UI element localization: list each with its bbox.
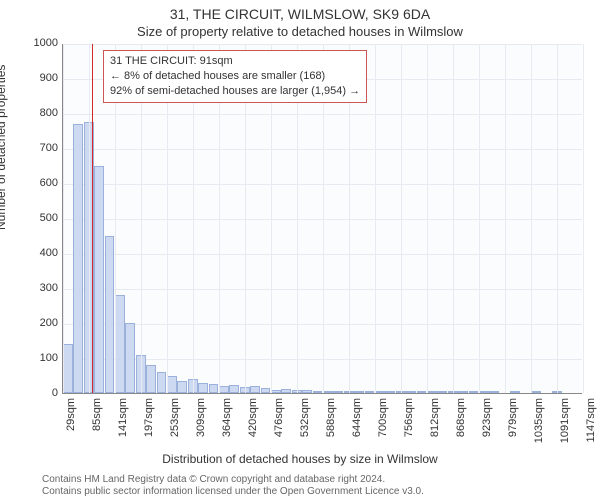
histogram-bar — [375, 391, 385, 393]
histogram-bar — [250, 386, 260, 393]
y-tick-label: 300 — [18, 282, 58, 294]
x-tick-label: 1035sqm — [533, 398, 545, 448]
histogram-bar — [94, 166, 104, 394]
x-tick-label: 700sqm — [377, 398, 389, 448]
y-tick-label: 1000 — [18, 37, 58, 49]
histogram-bar — [261, 388, 271, 393]
gridline-v — [89, 44, 90, 393]
chart-title-sub: Size of property relative to detached ho… — [0, 24, 600, 39]
histogram-bar — [323, 391, 333, 393]
histogram-bar — [177, 381, 187, 393]
histogram-bar — [385, 391, 395, 393]
gridline-v — [401, 44, 402, 393]
histogram-bar — [510, 391, 520, 393]
x-tick-label: 532sqm — [299, 398, 311, 448]
property-marker-line — [92, 44, 93, 393]
histogram-bar — [531, 391, 541, 393]
annotation-line: ← 8% of detached houses are smaller (168… — [110, 69, 360, 84]
gridline-v — [531, 44, 532, 393]
x-tick-label: 868sqm — [455, 398, 467, 448]
x-tick-label: 1091sqm — [559, 398, 571, 448]
histogram-bar — [437, 391, 447, 393]
y-tick-label: 600 — [18, 177, 58, 189]
x-tick-label: 141sqm — [117, 398, 129, 448]
histogram-bar — [406, 391, 416, 393]
x-tick-label: 1147sqm — [585, 398, 597, 448]
footer-line2: Contains public sector information licen… — [42, 486, 424, 498]
histogram-bar — [333, 391, 343, 393]
x-tick-label: 309sqm — [195, 398, 207, 448]
gridline-v — [453, 44, 454, 393]
histogram-bar — [209, 384, 219, 393]
y-tick-label: 200 — [18, 317, 58, 329]
x-tick-label: 644sqm — [351, 398, 363, 448]
histogram-bar — [219, 386, 229, 393]
x-tick-label: 85sqm — [91, 398, 103, 448]
histogram-bar — [229, 385, 239, 393]
y-tick-label: 800 — [18, 107, 58, 119]
y-axis-label: Number of detached properties — [0, 65, 8, 230]
histogram-bar — [157, 372, 167, 393]
histogram-bar — [73, 124, 83, 394]
x-tick-label: 476sqm — [273, 398, 285, 448]
x-tick-label: 197sqm — [143, 398, 155, 448]
plot-area: 31 THE CIRCUIT: 91sqm← 8% of detached ho… — [62, 44, 582, 394]
gridline-v — [375, 44, 376, 393]
x-tick-label: 364sqm — [221, 398, 233, 448]
y-tick-label: 400 — [18, 247, 58, 259]
histogram-bar — [479, 391, 489, 393]
y-tick-label: 100 — [18, 352, 58, 364]
annotation-line: 92% of semi-detached houses are larger (… — [110, 84, 360, 99]
footer-line1: Contains HM Land Registry data © Crown c… — [42, 474, 424, 486]
histogram-bar — [63, 344, 73, 393]
x-tick-label: 29sqm — [65, 398, 77, 448]
histogram-bar — [417, 391, 427, 393]
histogram-bar — [458, 391, 468, 393]
histogram-bar — [167, 376, 177, 394]
histogram-bar — [115, 295, 125, 393]
gridline-v — [63, 44, 64, 393]
histogram-bar — [365, 391, 375, 393]
gridline-v — [505, 44, 506, 393]
histogram-bar — [302, 390, 312, 394]
x-tick-label: 812sqm — [429, 398, 441, 448]
gridline-v — [583, 44, 584, 393]
histogram-bar — [271, 390, 281, 394]
y-tick-label: 900 — [18, 72, 58, 84]
histogram-bar — [489, 391, 499, 393]
annotation-line: 31 THE CIRCUIT: 91sqm — [110, 54, 360, 69]
y-tick-label: 500 — [18, 212, 58, 224]
footer-attribution: Contains HM Land Registry data © Crown c… — [42, 474, 424, 498]
y-tick-label: 700 — [18, 142, 58, 154]
x-tick-label: 253sqm — [169, 398, 181, 448]
x-tick-label: 588sqm — [325, 398, 337, 448]
gridline-v — [479, 44, 480, 393]
histogram-bar — [427, 391, 437, 393]
histogram-bar — [146, 365, 156, 393]
x-tick-label: 979sqm — [507, 398, 519, 448]
histogram-bar — [469, 391, 479, 393]
histogram-bar — [354, 391, 364, 393]
x-tick-label: 923sqm — [481, 398, 493, 448]
gridline-v — [427, 44, 428, 393]
chart-container: 31, THE CIRCUIT, WILMSLOW, SK9 6DA Size … — [0, 0, 600, 500]
gridline-v — [557, 44, 558, 393]
histogram-bar — [313, 391, 323, 393]
x-tick-label: 756sqm — [403, 398, 415, 448]
histogram-bar — [281, 389, 291, 393]
histogram-bar — [198, 383, 208, 394]
histogram-bar — [105, 236, 115, 394]
x-axis-label: Distribution of detached houses by size … — [0, 452, 600, 466]
x-tick-label: 420sqm — [247, 398, 259, 448]
annotation-box: 31 THE CIRCUIT: 91sqm← 8% of detached ho… — [103, 50, 367, 103]
y-tick-label: 0 — [18, 387, 58, 399]
chart-title-main: 31, THE CIRCUIT, WILMSLOW, SK9 6DA — [0, 6, 600, 22]
histogram-bar — [125, 323, 135, 393]
